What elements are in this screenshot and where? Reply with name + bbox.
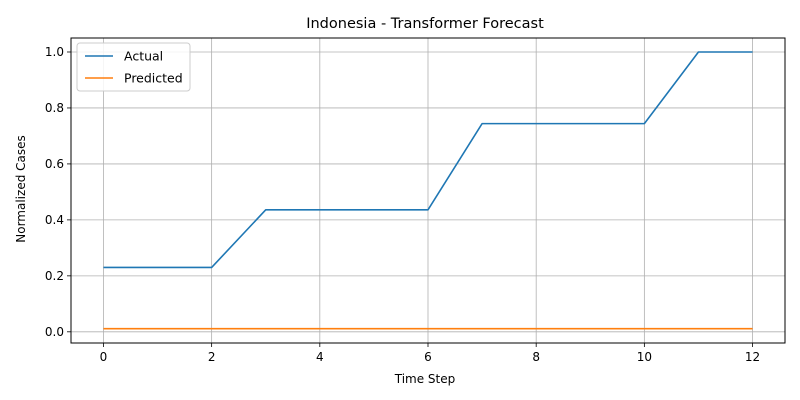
y-tick-label: 0.8 (45, 101, 64, 115)
legend-box (76, 42, 191, 92)
x-axis-label: Time Step (394, 372, 456, 386)
y-tick-label: 0.6 (45, 157, 64, 171)
x-tick-label: 0 (100, 350, 108, 364)
x-tick-label: 2 (208, 350, 216, 364)
x-tick-label: 12 (745, 350, 760, 364)
series-line-actual (103, 51, 753, 269)
y-axis-label: Normalized Cases (14, 135, 28, 242)
y-tick-label: 0.0 (45, 325, 64, 339)
legend: Actual Predicted (76, 42, 191, 92)
x-tick-label: 6 (424, 350, 432, 364)
x-tick-label: 8 (532, 350, 540, 364)
y-axis: 0.0 0.2 0.4 0.6 0.8 1.0 (45, 45, 71, 339)
y-tick-label: 0.2 (45, 269, 64, 283)
x-tick-label: 10 (637, 350, 652, 364)
chart-title: Indonesia - Transformer Forecast (306, 16, 544, 32)
y-tick-label: 1.0 (45, 45, 64, 59)
grid (71, 38, 785, 343)
x-axis: 0 2 4 6 8 10 12 (100, 343, 760, 364)
y-tick-label: 0.4 (45, 213, 64, 227)
legend-label: Predicted (124, 71, 183, 86)
legend-label: Actual (124, 49, 163, 64)
series-group (103, 51, 753, 330)
x-tick-label: 4 (316, 350, 324, 364)
